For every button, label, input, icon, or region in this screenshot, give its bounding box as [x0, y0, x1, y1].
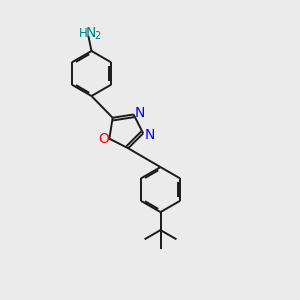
Text: H: H: [79, 27, 88, 40]
Text: N: N: [145, 128, 155, 142]
Text: N: N: [134, 106, 145, 120]
Text: N: N: [85, 26, 96, 40]
Text: 2: 2: [94, 31, 100, 41]
Text: O: O: [98, 132, 109, 146]
